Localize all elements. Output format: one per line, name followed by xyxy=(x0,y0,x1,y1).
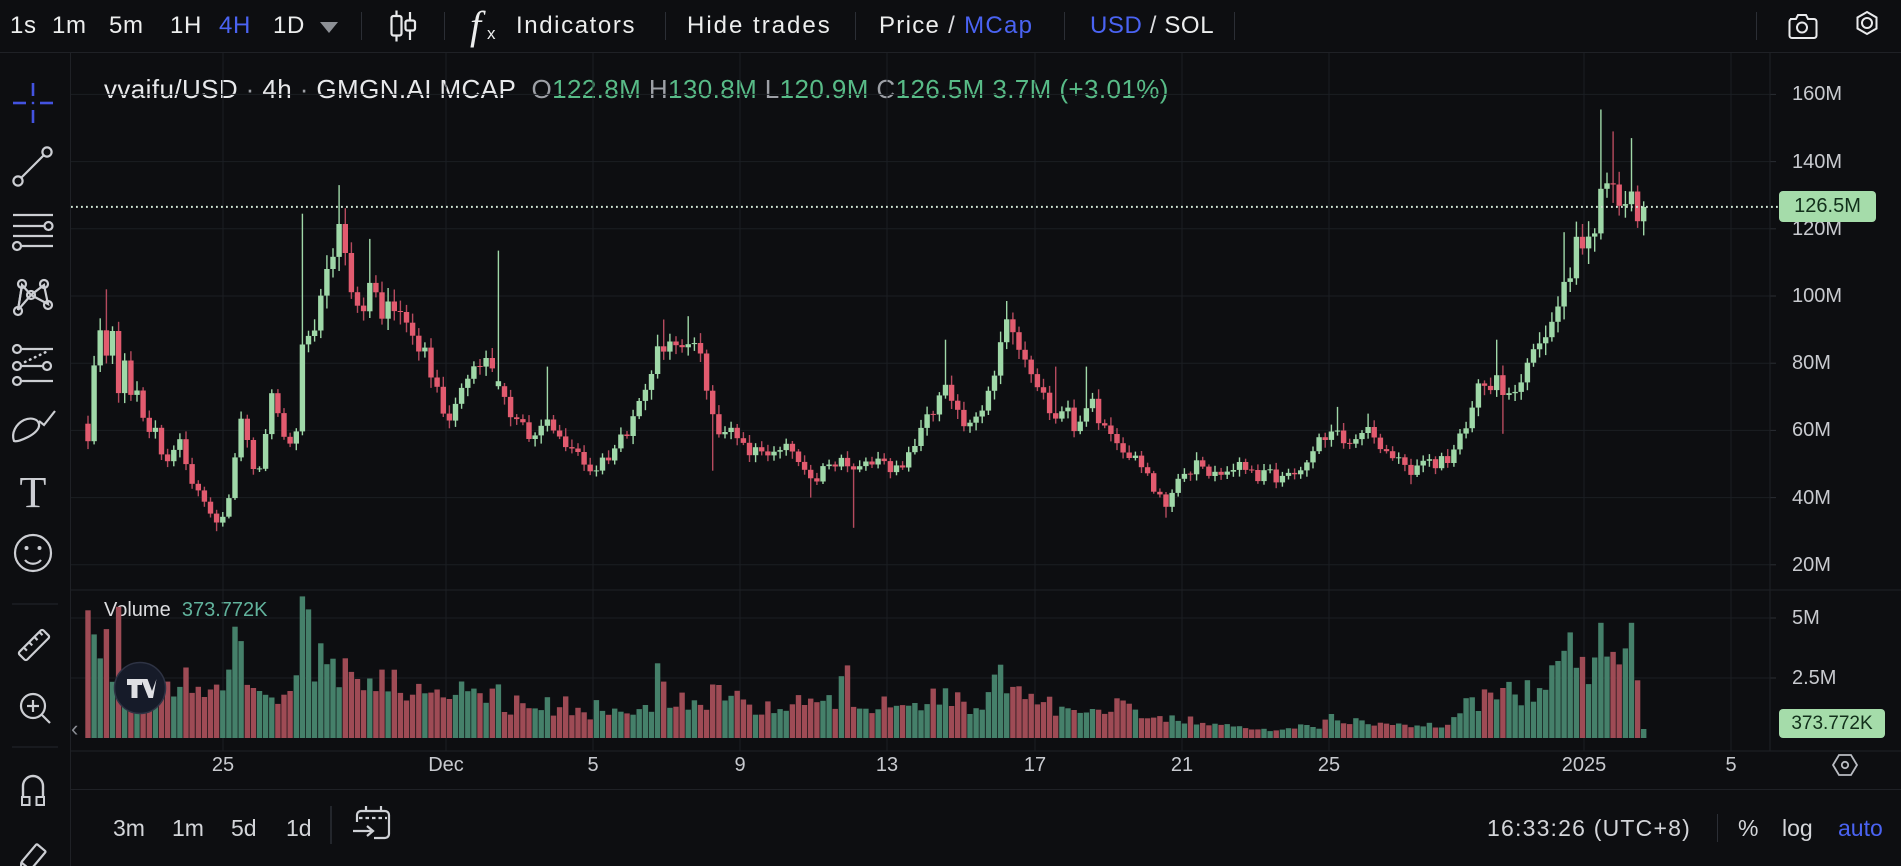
svg-text:T: T xyxy=(20,468,47,517)
